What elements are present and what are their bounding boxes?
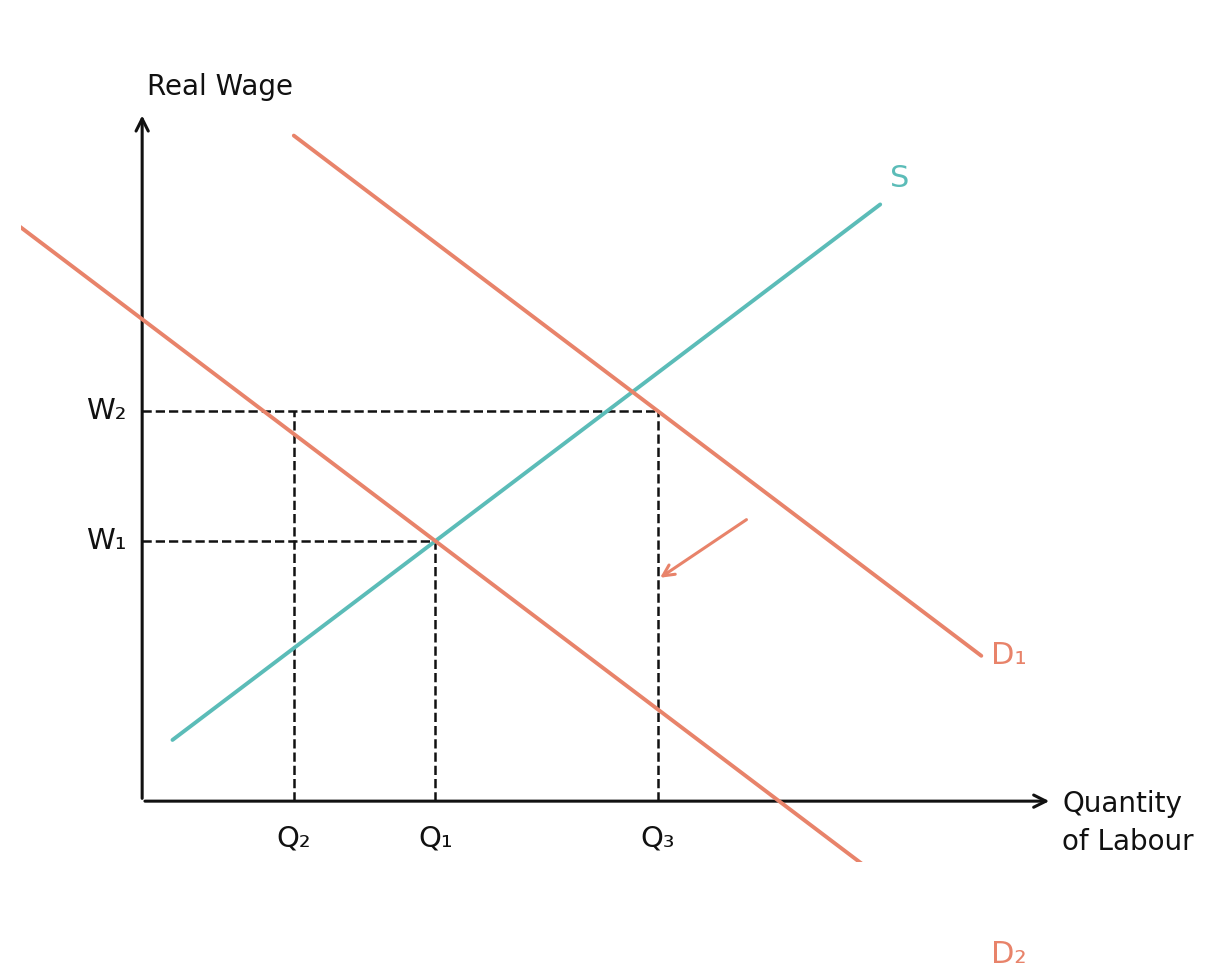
Text: Q₁: Q₁ <box>418 824 453 852</box>
Text: Quantity: Quantity <box>1062 790 1182 817</box>
Text: D₁: D₁ <box>991 641 1027 670</box>
Text: Q₂: Q₂ <box>277 824 311 852</box>
Text: S: S <box>891 164 910 193</box>
Text: of Labour: of Labour <box>1062 828 1194 856</box>
Text: Real Wage: Real Wage <box>147 74 293 101</box>
Text: W₁: W₁ <box>87 527 127 555</box>
Text: Q₃: Q₃ <box>641 824 675 852</box>
Text: W₂: W₂ <box>87 397 127 425</box>
Text: D₂: D₂ <box>991 940 1027 968</box>
